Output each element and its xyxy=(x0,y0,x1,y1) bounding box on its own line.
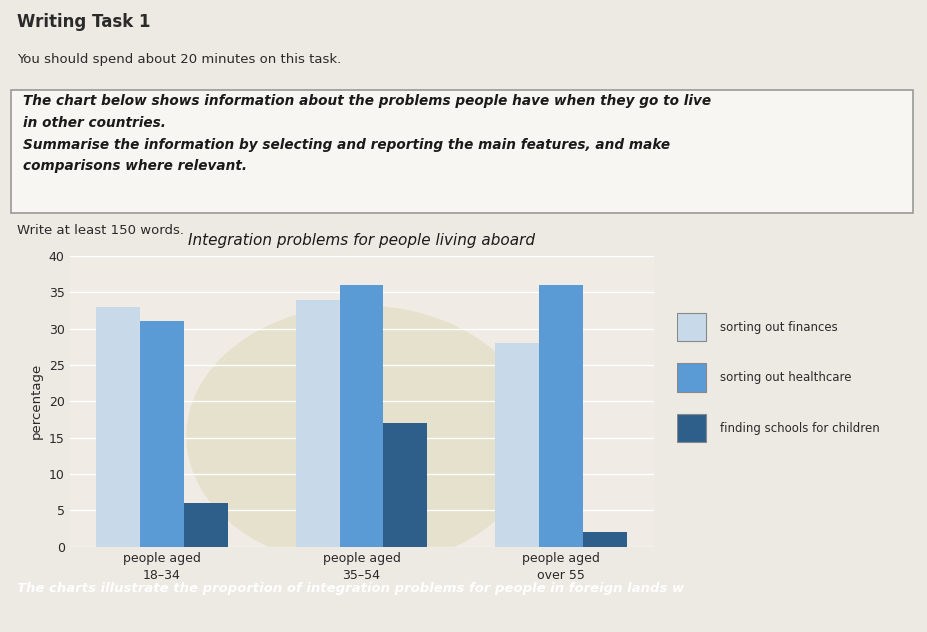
Text: Write at least 150 words.: Write at least 150 words. xyxy=(17,224,184,237)
Text: sorting out finances: sorting out finances xyxy=(720,320,838,334)
FancyBboxPatch shape xyxy=(677,414,705,442)
Text: You should spend about 20 minutes on this task.: You should spend about 20 minutes on thi… xyxy=(17,53,341,66)
Bar xyxy=(540,285,583,547)
Title: Integration problems for people living aboard: Integration problems for people living a… xyxy=(188,233,535,248)
Text: sorting out healthcare: sorting out healthcare xyxy=(720,371,852,384)
Text: The charts illustrate the proportion of integration problems for people in forei: The charts illustrate the proportion of … xyxy=(17,582,684,595)
Bar xyxy=(184,503,228,547)
Bar xyxy=(96,307,140,547)
Text: Writing Task 1: Writing Task 1 xyxy=(17,13,150,31)
Bar xyxy=(583,532,627,547)
Bar xyxy=(384,423,427,547)
FancyBboxPatch shape xyxy=(677,313,705,341)
Y-axis label: percentage: percentage xyxy=(31,363,44,439)
Bar xyxy=(495,343,540,547)
FancyBboxPatch shape xyxy=(677,363,705,392)
Text: finding schools for children: finding schools for children xyxy=(720,422,880,435)
Ellipse shape xyxy=(186,305,537,567)
Bar xyxy=(339,285,384,547)
Bar xyxy=(140,321,184,547)
FancyBboxPatch shape xyxy=(11,90,913,212)
Text: The chart below shows information about the problems people have when they go to: The chart below shows information about … xyxy=(23,94,711,174)
Bar xyxy=(296,300,339,547)
